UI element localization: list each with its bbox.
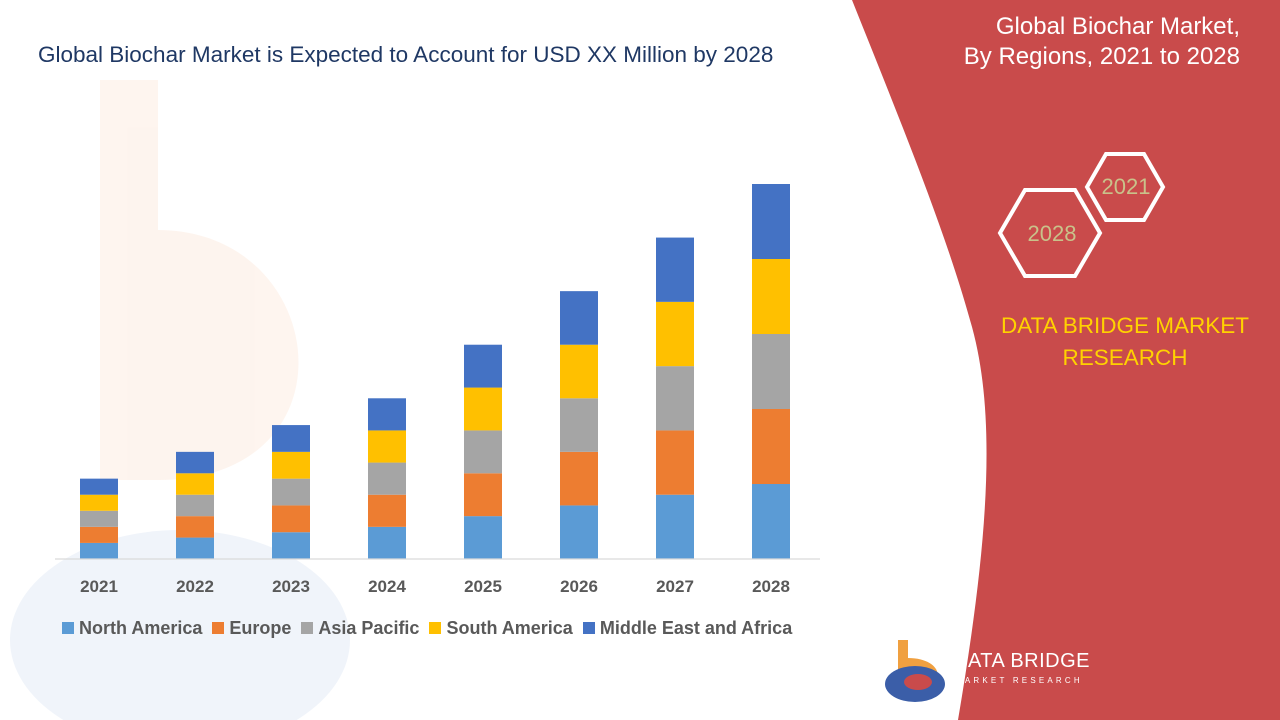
- side-title-line1: Global Biochar Market,: [995, 13, 1240, 40]
- brand-name: DATA BRIDGE MARKET RESEARCH: [965, 310, 1280, 374]
- x-tick-label-2022: 2022: [176, 577, 214, 596]
- legend-swatch-middle-east-and-africa: [582, 622, 595, 634]
- legend-swatch-north-america: [62, 622, 74, 634]
- legend-item-middle-east-and-africa: Middle East and Africa: [582, 617, 793, 639]
- bar-asia-pacific-2027: [656, 366, 694, 431]
- bar-north-america-2025: [464, 516, 502, 559]
- bar-asia-pacific-2021: [80, 510, 118, 527]
- legend-label-north-america: North America: [79, 617, 203, 638]
- bar-north-america-2028: [752, 484, 790, 559]
- side-panel-background: [852, 0, 1280, 720]
- x-tick-label-2025: 2025: [464, 577, 502, 596]
- bar-asia-pacific-2026: [560, 398, 598, 452]
- x-tick-label-2021: 2021: [80, 577, 118, 596]
- bar-europe-2023: [272, 505, 310, 533]
- brand-name-line2: RESEARCH: [1062, 345, 1188, 370]
- side-title-line2: By Regions, 2021 to 2028: [963, 43, 1240, 70]
- legend-swatch-asia-pacific: [301, 622, 314, 634]
- bar-middle-east-and-africa-2026: [560, 291, 598, 345]
- bar-south-america-2027: [656, 301, 694, 367]
- legend-item-south-america: South America: [429, 617, 573, 639]
- bar-south-america-2023: [272, 451, 310, 479]
- bar-middle-east-and-africa-2024: [368, 398, 406, 431]
- chart-title: Global Biochar Market is Expected to Acc…: [38, 42, 774, 67]
- bar-asia-pacific-2024: [368, 462, 406, 495]
- bar-europe-2026: [560, 451, 598, 506]
- bar-europe-2027: [656, 430, 694, 495]
- bar-middle-east-and-africa-2025: [464, 344, 502, 388]
- bar-middle-east-and-africa-2027: [656, 237, 694, 302]
- bar-europe-2021: [80, 526, 118, 543]
- bar-north-america-2022: [176, 537, 214, 559]
- bar-south-america-2021: [80, 494, 118, 511]
- bar-south-america-2022: [176, 473, 214, 495]
- legend-swatch-south-america: [429, 622, 442, 634]
- bar-europe-2024: [368, 494, 406, 527]
- bar-middle-east-and-africa-2022: [176, 451, 214, 474]
- bar-south-america-2028: [752, 259, 790, 334]
- hexagon-left-label: 2028: [1028, 221, 1077, 246]
- x-tick-label-2026: 2026: [560, 577, 598, 596]
- bar-europe-2028: [752, 409, 790, 484]
- bar-europe-2025: [464, 473, 502, 517]
- bar-middle-east-and-africa-2021: [80, 478, 118, 495]
- bar-south-america-2024: [368, 430, 406, 463]
- legend-label-south-america: South America: [446, 617, 573, 638]
- bar-asia-pacific-2022: [176, 494, 214, 517]
- bars-layer: [80, 184, 790, 559]
- bar-north-america-2023: [272, 532, 310, 559]
- legend-label-europe: Europe: [229, 617, 292, 638]
- legend-swatch-europe: [212, 622, 225, 634]
- side-panel-title: Global Biochar Market, By Regions, 2021 …: [900, 12, 1240, 72]
- legend-item-europe: Europe: [212, 618, 291, 639]
- legend-label-middle-east-and-africa: Middle East and Africa: [599, 617, 793, 638]
- logo-tagline: MARKET RESEARCH: [955, 676, 1083, 685]
- legend-item-asia-pacific: Asia Pacific: [301, 618, 419, 639]
- legend-item-north-america: North America: [62, 618, 202, 639]
- hexagon-right: [1084, 152, 1166, 222]
- bar-europe-2022: [176, 516, 214, 538]
- hexagon-left: [997, 188, 1103, 278]
- x-tick-label-2023: 2023: [272, 577, 310, 596]
- bar-middle-east-and-africa-2023: [272, 425, 310, 452]
- bar-south-america-2026: [560, 344, 598, 399]
- bar-asia-pacific-2028: [752, 334, 790, 409]
- bar-north-america-2024: [368, 526, 406, 559]
- bar-asia-pacific-2023: [272, 478, 310, 506]
- hexagon-right-label: 2021: [1102, 174, 1151, 199]
- x-tick-labels: 2021 2022 2023 2024 2025 2026 2027 2028: [80, 577, 790, 596]
- watermark-logo: [10, 80, 350, 720]
- bar-north-america-2021: [80, 542, 118, 559]
- bar-north-america-2027: [656, 494, 694, 559]
- chart-legend: North America Europe Asia Pacific South Ame…: [62, 616, 802, 640]
- brand-name-line1: DATA BRIDGE MARKET: [1001, 313, 1249, 338]
- x-tick-label-2024: 2024: [368, 577, 406, 596]
- bar-south-america-2025: [464, 387, 502, 431]
- x-tick-label-2027: 2027: [656, 577, 694, 596]
- bar-asia-pacific-2025: [464, 430, 502, 474]
- legend-label-asia-pacific: Asia Pacific: [318, 617, 420, 638]
- data-bridge-logo-icon: [885, 640, 945, 702]
- x-tick-label-2028: 2028: [752, 577, 790, 596]
- logo-name: DATA BRIDGE: [953, 650, 1091, 672]
- bar-north-america-2026: [560, 505, 598, 559]
- bar-middle-east-and-africa-2028: [752, 184, 790, 259]
